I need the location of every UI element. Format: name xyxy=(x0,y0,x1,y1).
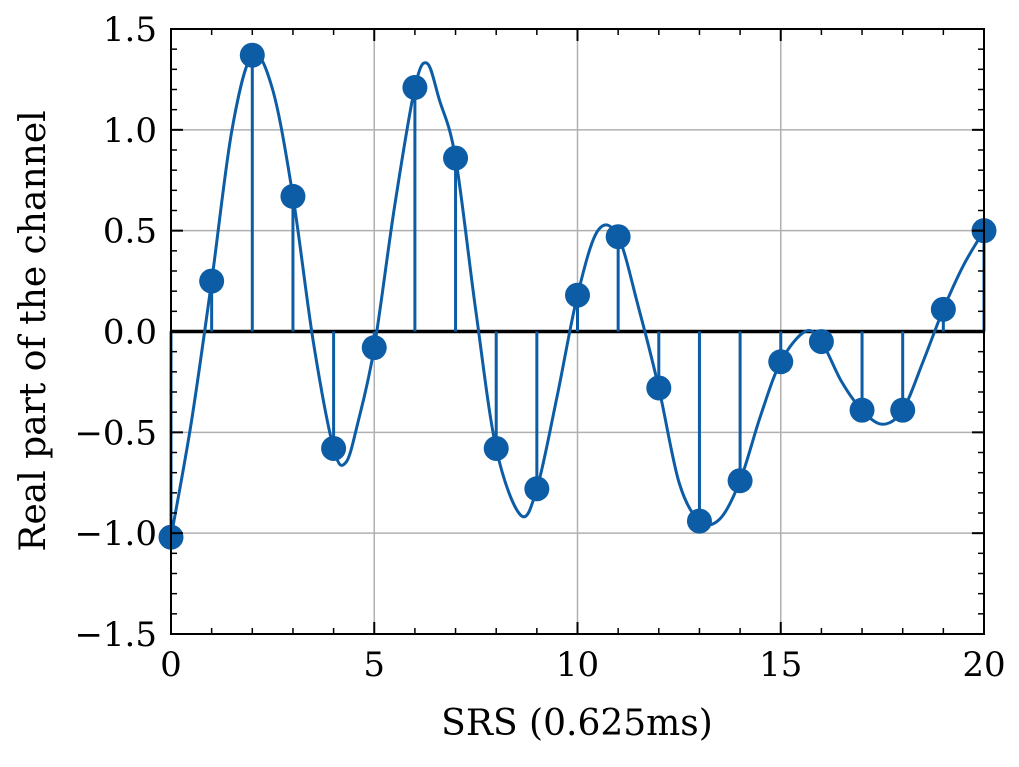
stem-marker xyxy=(849,397,875,423)
y-axis-label: Real part of the channel xyxy=(13,110,54,551)
x-tick-label: 5 xyxy=(363,645,385,685)
markers-group xyxy=(158,42,997,550)
y-tick-label: −0.5 xyxy=(74,413,157,453)
stem-marker xyxy=(402,74,428,100)
stem-marker xyxy=(280,183,306,209)
stem-marker xyxy=(199,268,225,294)
stem-marker xyxy=(321,435,347,461)
stem-marker xyxy=(930,296,956,322)
y-tick-label: −1.5 xyxy=(74,615,157,655)
stem-marker xyxy=(483,435,509,461)
stem-marker xyxy=(605,224,631,250)
stem-marker xyxy=(686,508,712,534)
y-tick-label: 0.5 xyxy=(103,212,157,252)
y-tick-label: −1.0 xyxy=(74,514,157,554)
x-axis-label: SRS (0.625ms) xyxy=(441,703,713,744)
stem-marker xyxy=(727,468,753,494)
x-tick-label: 10 xyxy=(556,645,599,685)
x-tick-label: 0 xyxy=(160,645,182,685)
x-tick-label: 15 xyxy=(759,645,802,685)
x-tick-label: 20 xyxy=(962,645,1005,685)
y-tick-label: 1.0 xyxy=(103,111,157,151)
stem-marker xyxy=(361,335,387,361)
stem-marker xyxy=(768,349,794,375)
stem-marker xyxy=(565,282,590,308)
y-tick-label: 1.5 xyxy=(103,10,157,50)
tick-labels-group: 0 5 10 15 20 −1.5 −1.0 −0.5 0.0 0.5 1.0 1.5 xyxy=(74,10,1005,685)
ticks-group xyxy=(170,28,985,635)
y-tick-label: 0.0 xyxy=(103,313,157,353)
stem-marker xyxy=(808,329,834,355)
stem-marker xyxy=(646,375,672,401)
stem-marker xyxy=(890,397,916,423)
stem-marker xyxy=(239,42,265,68)
stem-marker xyxy=(524,476,550,502)
stem-marker xyxy=(443,145,469,171)
